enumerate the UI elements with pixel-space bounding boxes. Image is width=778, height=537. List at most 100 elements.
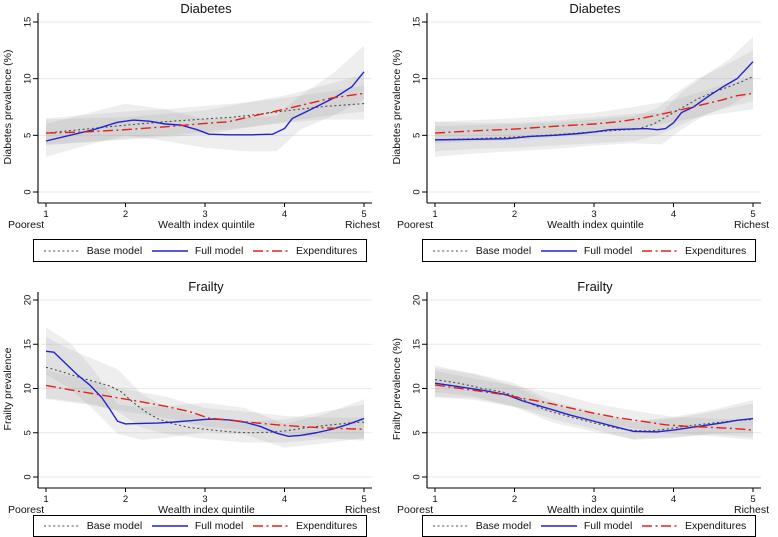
panel-title: Diabetes xyxy=(180,1,232,16)
line-expenditures xyxy=(45,92,365,134)
confidence-band xyxy=(46,327,364,448)
x-tick-label: 3 xyxy=(202,209,207,220)
base-model-line-sample xyxy=(432,525,469,527)
y-tick-label: 15 xyxy=(412,17,423,28)
legend-label-base-model: Base model xyxy=(86,520,143,532)
base-model-line-sample xyxy=(432,249,469,252)
line-base-model xyxy=(45,366,365,434)
y-tick-label: 5 xyxy=(23,133,34,138)
plot-svg: 0 5 10 15 1 2 3 4 5 xyxy=(412,13,761,220)
x-left-label: Poorest xyxy=(397,504,434,516)
legend-label-full-model: Full model xyxy=(194,244,244,257)
x-axis-row: Poorest Wealth index quintile Richest xyxy=(0,504,389,518)
line-expenditures xyxy=(45,384,365,430)
legend: Base model Full model Expenditures xyxy=(422,239,756,262)
x-tick-label: 4 xyxy=(671,494,676,505)
confidence-band xyxy=(435,365,753,439)
x-tick-label: 2 xyxy=(123,494,128,505)
x-axis-row: Poorest Wealth index quintile Richest xyxy=(0,219,389,233)
legend-entry-base-model: Base model xyxy=(43,245,142,257)
full-model-line-sample xyxy=(151,525,188,527)
full-model-line-sample xyxy=(540,249,577,252)
y-tick-label: 10 xyxy=(23,383,34,394)
y-tick-label: 20 xyxy=(412,295,423,306)
confidence-band xyxy=(46,369,364,441)
legend-entry-full-model: Full model xyxy=(151,520,243,532)
panel-title: Frailty xyxy=(577,279,613,294)
x-tick-label: 4 xyxy=(282,494,287,505)
base-model-line-sample xyxy=(43,249,80,252)
x-axis-title: Wealth index quintile xyxy=(547,219,644,231)
x-tick-label: 1 xyxy=(432,209,437,220)
y-axis-label: Diabetes prevalence (%) xyxy=(391,49,403,165)
legend-label-full-model: Full model xyxy=(583,520,633,532)
y-axis-label: Frailty prevalence xyxy=(2,347,14,431)
x-tick-label: 2 xyxy=(512,209,517,220)
y-tick-label: 15 xyxy=(23,17,34,28)
y-tick-label: 10 xyxy=(412,383,423,394)
confidence-band xyxy=(46,85,364,146)
y-tick-label: 0 xyxy=(23,189,34,194)
legend-entry-full-model: Full model xyxy=(151,245,243,257)
confidence-band xyxy=(435,76,753,144)
x-right-label: Richest xyxy=(344,504,380,516)
full-model-line-sample xyxy=(540,525,577,527)
legend-entry-base-model: Base model xyxy=(432,520,531,532)
x-right-label: Richest xyxy=(733,219,769,231)
x-right-label: Richest xyxy=(733,504,769,516)
x-tick-label: 5 xyxy=(361,209,366,220)
y-tick-label: 5 xyxy=(412,133,423,138)
y-tick-label: 20 xyxy=(23,295,34,306)
line-full-model xyxy=(45,350,365,437)
x-tick-label: 5 xyxy=(750,209,755,220)
line-expenditures xyxy=(434,384,754,431)
panel-diabetes-left: 0 5 10 15 1 2 3 4 5 Diabetes Diabetes prevalence… xyxy=(0,0,389,268)
confidence-band xyxy=(435,370,753,440)
x-left-label: Poorest xyxy=(8,219,45,231)
x-right-label: Richest xyxy=(344,219,380,231)
plot-svg: 0 5 10 15 1 2 3 4 5 xyxy=(23,13,372,220)
legend: Base model Full model Expenditures xyxy=(422,515,756,537)
confidence-band xyxy=(46,74,364,145)
legend-label-expenditures: Expenditures xyxy=(685,520,747,532)
full-model-line-sample xyxy=(151,249,188,252)
x-axis-row: Poorest Wealth index quintile Richest xyxy=(389,219,778,233)
confidence-band xyxy=(435,368,753,440)
panel-title: Frailty xyxy=(188,279,224,294)
y-tick-label: 15 xyxy=(412,339,423,350)
y-tick-label: 15 xyxy=(23,339,34,350)
x-left-label: Poorest xyxy=(8,504,45,516)
legend-entry-full-model: Full model xyxy=(540,520,632,532)
legend-label-base-model: Base model xyxy=(86,244,143,257)
x-tick-label: 4 xyxy=(282,209,287,220)
legend-entry-expenditures: Expenditures xyxy=(252,520,357,532)
panel-frailty-left: 0 5 10 15 20 1 2 3 4 5 Frailty Frailty prevalence… xyxy=(0,268,389,537)
x-tick-label: 3 xyxy=(591,209,596,220)
x-tick-label: 1 xyxy=(43,494,48,505)
x-left-label: Poorest xyxy=(397,219,434,231)
y-axis-label: Diabetes prevalence (%) xyxy=(2,49,14,165)
x-tick-label: 5 xyxy=(750,494,755,505)
x-axis-title: Wealth index quintile xyxy=(547,504,644,516)
x-tick-label: 4 xyxy=(671,209,676,220)
base-model-line-sample xyxy=(43,525,80,527)
y-tick-label: 0 xyxy=(412,189,423,194)
plot-svg: 0 5 10 15 20 1 2 3 4 5 xyxy=(23,292,372,505)
legend: Base model Full model Expenditures xyxy=(33,239,367,262)
legend-label-expenditures: Expenditures xyxy=(296,520,358,532)
x-tick-label: 2 xyxy=(123,209,128,220)
confidence-band xyxy=(435,50,753,152)
expenditures-line-sample xyxy=(253,249,289,252)
x-tick-label: 1 xyxy=(432,494,437,505)
confidence-band xyxy=(435,36,753,157)
legend-entry-expenditures: Expenditures xyxy=(641,520,746,532)
legend-label-expenditures: Expenditures xyxy=(296,244,358,257)
line-full-model xyxy=(434,61,754,141)
legend-entry-base-model: Base model xyxy=(432,245,531,257)
line-base-model xyxy=(45,103,365,134)
legend: Base model Full model Expenditures xyxy=(33,515,367,537)
x-axis-row: Poorest Wealth index quintile Richest xyxy=(389,504,778,518)
line-full-model xyxy=(434,382,754,433)
line-full-model xyxy=(45,71,365,142)
